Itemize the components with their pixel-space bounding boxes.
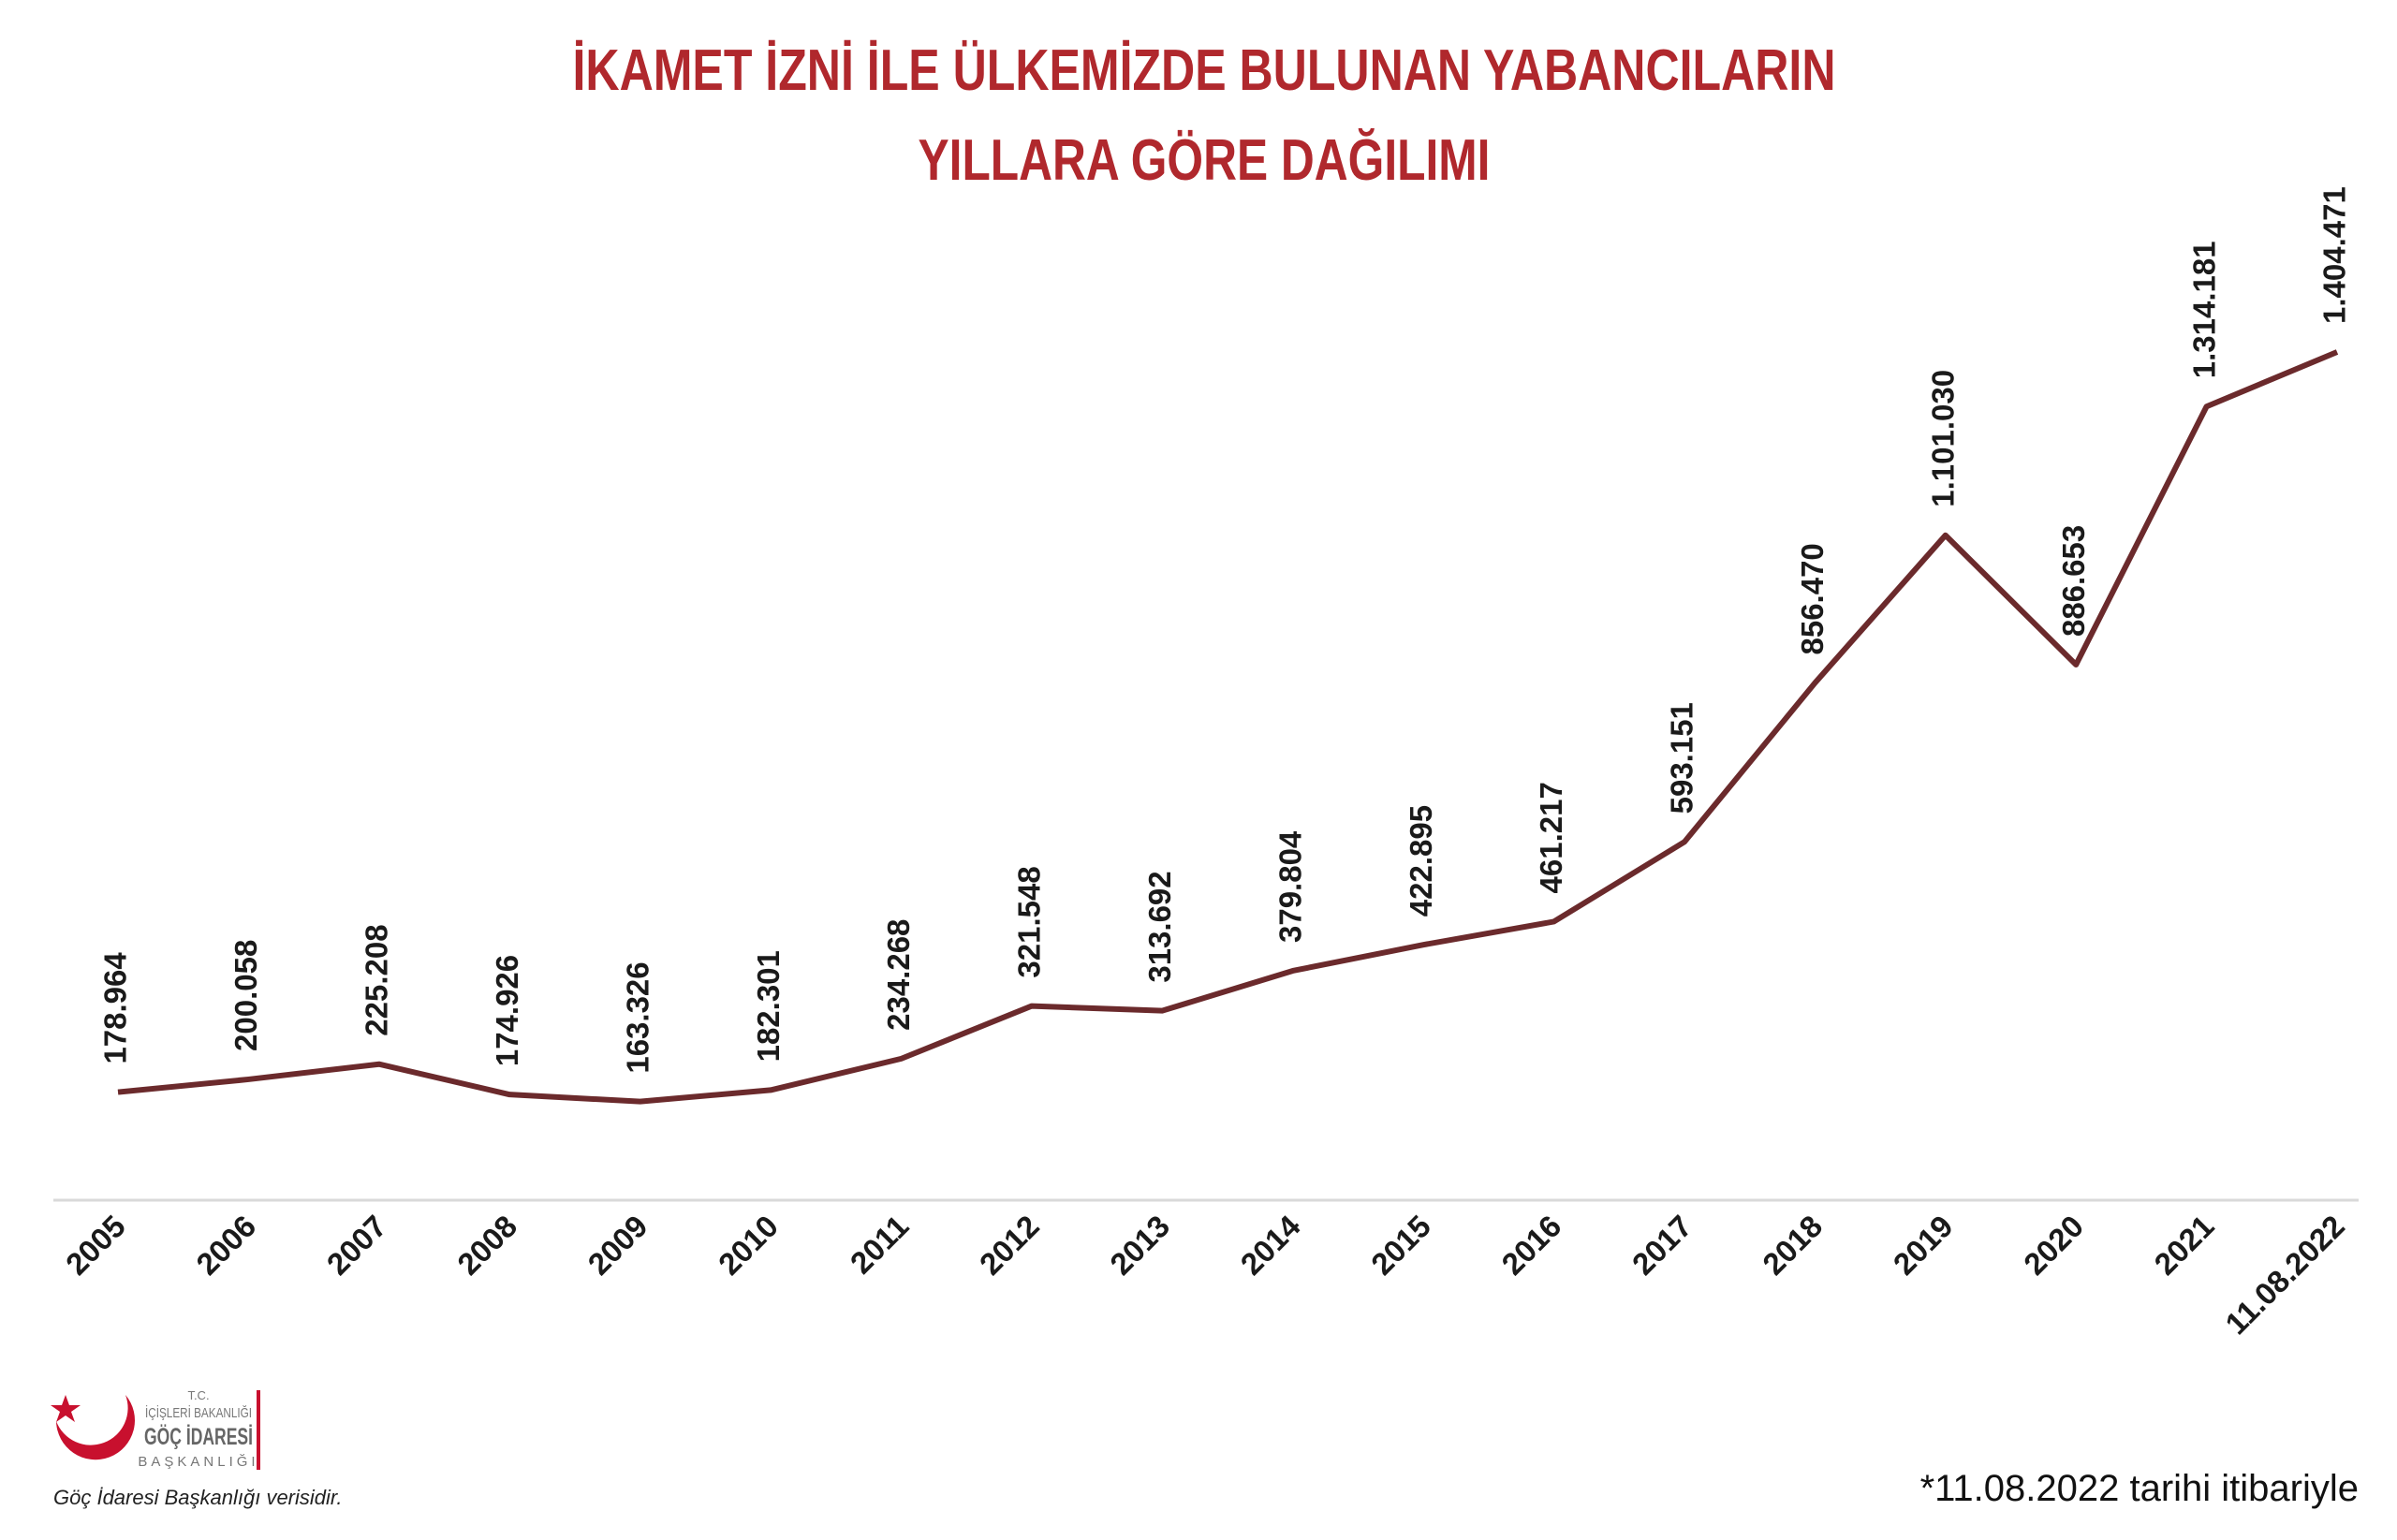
- x-tick-label: 11.08.2022: [2218, 1209, 2351, 1342]
- value-label: 1.101.030: [1925, 370, 1960, 507]
- value-label: 1.314.181: [2186, 241, 2221, 378]
- value-label: 422.895: [1404, 805, 1438, 917]
- x-tick-label: 2011: [844, 1209, 916, 1281]
- logo-text: GÖÇ İDARESİ: [144, 1423, 253, 1450]
- value-label: 886.653: [2056, 525, 2091, 637]
- value-label: 379.804: [1272, 830, 1307, 943]
- logo: T.C. İÇİŞLERİ BAKANLIĞI GÖÇ İDARESİ BAŞK…: [51, 1388, 260, 1470]
- footnote: *11.08.2022 tarihi itibariyle: [1920, 1468, 2359, 1509]
- logo-bar: [257, 1390, 260, 1470]
- x-tick-label: 2020: [2017, 1209, 2090, 1282]
- value-label: 593.151: [1665, 702, 1699, 814]
- value-label: 461.217: [1534, 782, 1568, 893]
- value-label: 234.268: [881, 919, 916, 1031]
- value-label: 1.404.471: [2317, 186, 2352, 324]
- x-tick-label: 2012: [973, 1209, 1046, 1282]
- x-tick-label: 2009: [581, 1209, 654, 1282]
- x-tick-label: 2019: [1887, 1209, 1960, 1282]
- value-label: 225.208: [360, 924, 394, 1035]
- x-tick-label: 2021: [2147, 1209, 2220, 1282]
- source-note: Göç İdaresi Başkanlığı verisidir.: [53, 1486, 343, 1509]
- x-tick-label: 2017: [1625, 1209, 1698, 1282]
- value-label: 178.964: [98, 952, 133, 1064]
- value-label: 200.058: [228, 940, 263, 1051]
- value-label: 856.470: [1795, 543, 1830, 654]
- logo-star: [51, 1395, 81, 1422]
- x-tick-label: 2014: [1234, 1208, 1308, 1282]
- logo-text: İÇİŞLERİ BAKANLIĞI: [145, 1404, 252, 1421]
- data-line: [117, 349, 2339, 1105]
- logo-text: T.C.: [187, 1388, 209, 1402]
- x-tick-label: 2008: [450, 1209, 523, 1282]
- x-tick-label: 2006: [189, 1209, 262, 1282]
- chart-title: İKAMET İZNİ İLE ÜLKEMİZDE BULUNAN YABANC…: [573, 38, 1836, 103]
- x-tick-label: 2018: [1756, 1209, 1829, 1282]
- value-label: 182.301: [751, 950, 786, 1062]
- logo-crescent: [56, 1395, 135, 1460]
- value-label: 313.692: [1142, 871, 1177, 982]
- x-tick-label: 2007: [320, 1209, 393, 1282]
- value-label: 163.326: [620, 961, 654, 1073]
- x-tick-label: 2010: [712, 1209, 785, 1282]
- value-label: 321.548: [1012, 866, 1047, 977]
- x-tick-label: 2015: [1364, 1209, 1437, 1282]
- x-tick-label: 2013: [1103, 1209, 1176, 1282]
- value-label: 174.926: [490, 955, 524, 1066]
- x-tick-label: 2016: [1494, 1209, 1567, 1282]
- x-tick-label: 2005: [59, 1209, 132, 1282]
- logo-text: BAŞKANLIĞI: [138, 1454, 258, 1470]
- chart-title: YILLARA GÖRE DAĞILIMI: [919, 128, 1491, 193]
